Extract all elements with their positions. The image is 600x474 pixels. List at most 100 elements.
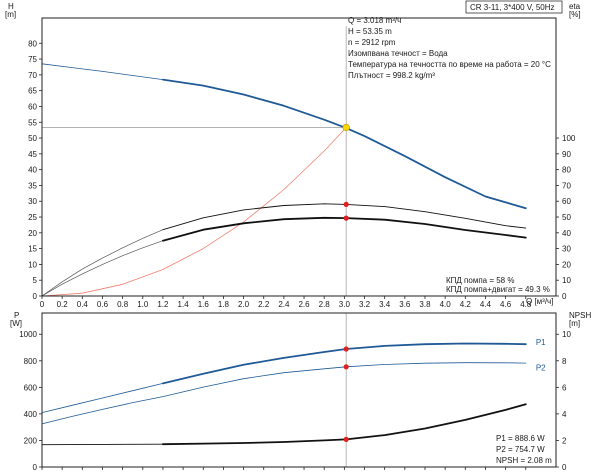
bottom-y-right-unit: [m] (569, 319, 580, 328)
y-left-tick-label: 200 (24, 436, 38, 445)
y-left-tick-label: 400 (24, 410, 38, 419)
top-y-right-title: eta (569, 2, 581, 11)
info-npsh: NPSH = 2.08 m (496, 456, 552, 465)
top-y-right-unit: [%] (569, 10, 581, 19)
x-tick-label: 0.8 (117, 300, 129, 309)
operating-point-marker (343, 364, 349, 370)
info-temperature: Температура на течността по време на раб… (348, 60, 551, 69)
top-grid (42, 26, 347, 296)
y-left-tick-label: 20 (28, 229, 37, 238)
y-left-tick-label: 1000 (19, 330, 37, 339)
x-axis-label: Q [м³/ч] (526, 297, 553, 306)
bottom-markers (343, 346, 349, 442)
x-tick-label: 4.0 (440, 300, 452, 309)
y-right-tick-label: 6 (562, 383, 567, 392)
x-tick-label: 1.8 (218, 300, 230, 309)
info-liquid: Изомпвана течност = Вода (348, 49, 448, 58)
y-right-tick-label: 0 (562, 292, 567, 301)
bottom-ticks: 0 200 400 600 800 1000 0 2 4 6 8 10 (19, 330, 571, 472)
operating-point-marker (343, 346, 349, 352)
y-left-tick-label: 5 (33, 276, 38, 285)
x-tick-label: 0.2 (57, 300, 69, 309)
y-left-tick-label: 0 (33, 463, 38, 472)
x-tick-label: 2.2 (258, 300, 270, 309)
series-line (41, 229, 164, 297)
x-tick-label: 1.0 (137, 300, 149, 309)
x-tick-label: 3.2 (359, 300, 371, 309)
series-line (41, 443, 164, 446)
y-right-tick-label: 10 (562, 276, 571, 285)
x-tick-label: 3.0 (339, 300, 351, 309)
x-tick-label: 3.8 (419, 300, 431, 309)
bottom-y-right-title: NPSH (569, 311, 591, 320)
y-left-tick-label: 55 (28, 118, 37, 127)
operating-point-marker (343, 436, 349, 442)
y-left-tick-label: 600 (24, 383, 38, 392)
operating-point-marker (343, 215, 349, 221)
info-p1: P1 = 888.6 W (496, 434, 545, 443)
info-p2: P2 = 754.7 W (496, 445, 545, 454)
series-line (41, 362, 527, 425)
x-tick-label: 2.8 (319, 300, 331, 309)
top-panel: 0 5 10 15 20 25 30 35 40 45 50 55 60 65 70 75 80 0 10 20 30 4… (5, 0, 581, 309)
top-markers (342, 123, 350, 221)
y-right-tick-label: 30 (562, 245, 571, 254)
y-right-tick-label: 20 (562, 260, 571, 269)
x-tick-label: 4.6 (500, 300, 512, 309)
x-tick-label: 0.4 (77, 300, 89, 309)
y-left-tick-label: 50 (28, 134, 37, 143)
y-left-tick-label: 30 (28, 197, 37, 206)
y-right-tick-label: 0 (562, 463, 567, 472)
y-left-tick-label: 15 (28, 245, 37, 254)
x-tick-label: 0.6 (97, 300, 109, 309)
bottom-y-left-unit: [W] (10, 319, 22, 328)
y-left-tick-label: 75 (28, 55, 37, 64)
pump-title-box (465, 0, 563, 14)
info-total-efficiency: КПД помпа+двигат = 49.3 % (446, 285, 550, 294)
y-right-tick-label: 10 (562, 330, 571, 339)
x-tick-label: 1.4 (178, 300, 190, 309)
y-left-tick-label: 25 (28, 213, 37, 222)
y-left-tick-label: 800 (24, 357, 38, 366)
x-tick-label: 1.2 (157, 300, 169, 309)
x-tick-label: 3.6 (399, 300, 411, 309)
y-right-tick-label: 8 (562, 357, 567, 366)
x-tick-label: 4.4 (480, 300, 492, 309)
y-left-tick-label: 60 (28, 102, 37, 111)
info-head: H = 53.35 m (348, 27, 392, 36)
bottom-curve-labels: P1 P2 (536, 338, 546, 372)
bottom-panel: 0 200 400 600 800 1000 0 2 4 6 8 10 P1 P2 P [W] NPSH… (10, 311, 591, 472)
x-tick-label: 1.6 (198, 300, 210, 309)
y-right-tick-label: 80 (562, 166, 571, 175)
series-line (41, 383, 164, 413)
y-right-tick-label: 90 (562, 150, 571, 159)
series-line (41, 240, 164, 297)
y-right-tick-label: 70 (562, 181, 571, 190)
bottom-plot-frame (41, 312, 557, 468)
info-pump-efficiency: КПД помпа = 58 % (446, 276, 514, 285)
series-line (41, 127, 347, 297)
x-tick-label: 2.4 (278, 300, 290, 309)
series-line (41, 63, 164, 80)
y-right-tick-label: 4 (562, 410, 567, 419)
y-left-tick-label: 70 (28, 71, 37, 80)
duty-point-marker (342, 123, 350, 132)
y-left-tick-label: 45 (28, 150, 37, 159)
y-left-tick-label: 35 (28, 181, 37, 190)
top-y-left-title: H (8, 2, 14, 11)
x-tick-label: 2.0 (238, 300, 250, 309)
y-left-tick-label: 40 (28, 166, 37, 175)
info-speed: n = 2912 rpm (348, 38, 396, 47)
y-left-tick-label: 0 (33, 292, 38, 301)
y-right-tick-label: 60 (562, 197, 571, 206)
y-left-tick-label: 65 (28, 87, 37, 96)
y-right-tick-label: 2 (562, 436, 567, 445)
operating-point-marker (343, 201, 349, 207)
y-right-tick-label: 40 (562, 229, 571, 238)
top-y-left-unit: [m] (5, 10, 16, 19)
curve-label: P2 (536, 363, 546, 372)
x-tick-label: 4.2 (460, 300, 472, 309)
x-tick-label: 4.8 (520, 300, 532, 309)
